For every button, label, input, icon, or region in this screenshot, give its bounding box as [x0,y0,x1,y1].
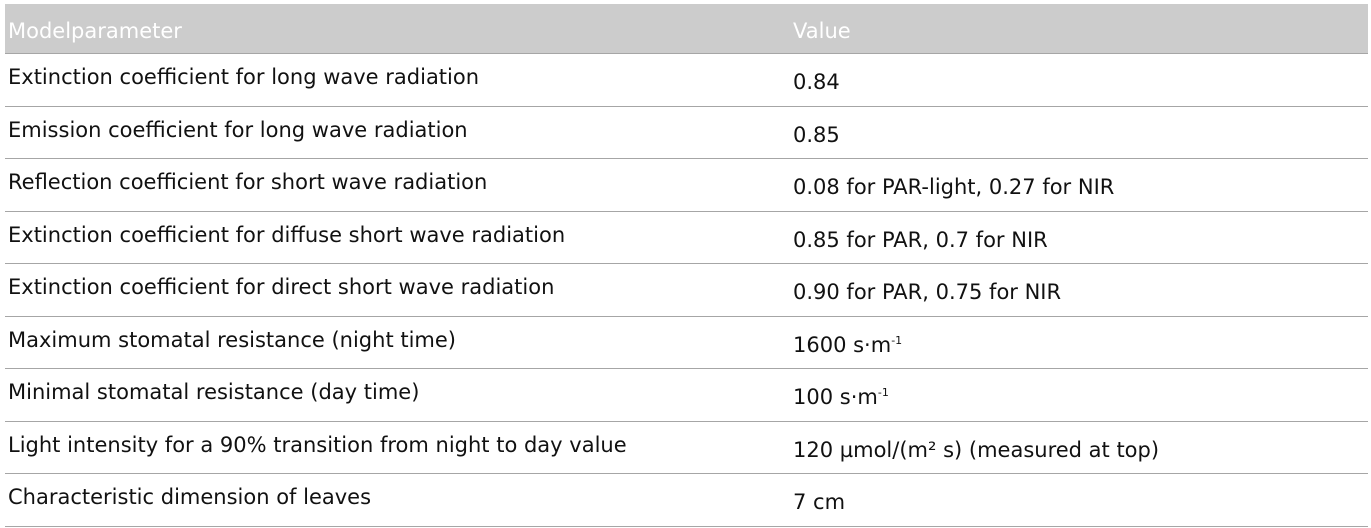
parameter-cell: Minimal stomatal resistance (day time) [8,380,420,404]
table-row: Extinction coefficient for long wave rad… [5,54,1368,107]
value-cell: 120 µmol/(m² s) (measured at top) [787,422,1368,474]
table-row: Extinction coefficient for diffuse short… [5,212,1368,264]
value-cell: 0.08 for PAR-light, 0.27 for NIR [787,159,1368,211]
table-row: Maximum stomatal resistance (night time)… [5,317,1368,369]
table-row: Extinction coefficient for direct short … [5,264,1368,317]
value-text: 120 µmol/(m² s) (measured at top) [793,437,1160,462]
value-text: 100 s·m [793,385,878,409]
value-text: 0.85 [793,122,840,147]
value-exponent: -1 [877,386,889,399]
value-text: 0.84 [793,70,840,94]
value-text: 1600 s·m [793,332,892,357]
value-cell: 100 s·m-1 [787,369,1368,421]
value-cell: 1600 s·m-1 [787,317,1368,369]
value-text: 0.08 for PAR-light, 0.27 for NIR [793,175,1115,199]
value-cell: 7 cm [787,474,1368,526]
parameter-cell: Extinction coefficient for long wave rad… [8,65,480,89]
parameter-cell: Emission coefficient for long wave radia… [8,117,468,142]
table-header: Modelparameter Value [5,4,1368,54]
value-text: 0.85 for PAR, 0.7 for NIR [793,227,1048,252]
table-row: Minimal stomatal resistance (day time) 10… [5,369,1368,422]
parameter-cell: Reflection coefficient for short wave ra… [8,170,488,194]
table-body: Extinction coefficient for long wave rad… [5,54,1368,527]
value-text: 0.90 for PAR, 0.75 for NIR [793,280,1062,304]
parameter-table: Modelparameter Value Extinction coeffici… [5,4,1368,527]
parameter-cell: Maximum stomatal resistance (night time) [8,327,456,352]
table-row: Reflection coefficient for short wave ra… [5,159,1368,212]
value-exponent: -1 [891,333,903,347]
value-text: 7 cm [793,490,846,514]
value-cell: 0.85 [787,107,1368,159]
parameter-cell: Extinction coefficient for direct short … [8,275,555,299]
value-cell: 0.85 for PAR, 0.7 for NIR [787,212,1368,264]
header-value: Value [793,19,851,43]
parameter-cell: Light intensity for a 90% transition fro… [8,432,627,457]
parameter-cell: Extinction coefficient for diffuse short… [8,222,566,247]
table-row: Emission coefficient for long wave radia… [5,107,1368,159]
value-cell: 0.84 [787,54,1368,106]
parameter-cell: Characteristic dimension of leaves [8,485,372,509]
table-row: Characteristic dimension of leaves 7 cm [5,474,1368,527]
value-cell: 0.90 for PAR, 0.75 for NIR [787,264,1368,316]
table-row: Light intensity for a 90% transition fro… [5,422,1368,474]
header-parameter: Modelparameter [8,19,182,43]
